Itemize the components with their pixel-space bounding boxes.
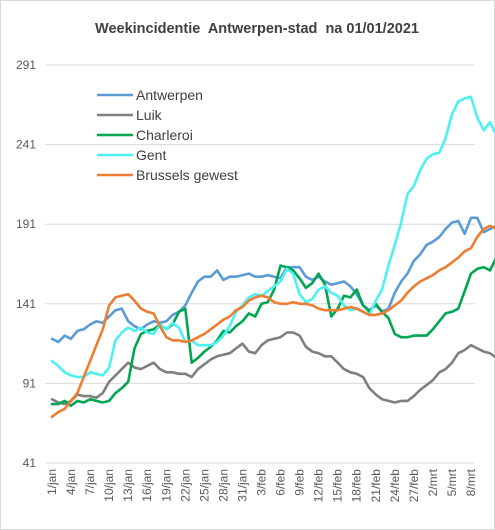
x-tick-label: 18/feb — [350, 469, 364, 503]
x-tick-label: 7/jan — [83, 469, 97, 495]
x-tick-label: 22/jan — [178, 469, 192, 502]
x-tick-label: 6/feb — [274, 469, 288, 496]
y-tick-label: 191 — [16, 217, 36, 231]
legend: Antwerpen Luik Charleroi Gent Brussels gewes… — [97, 87, 238, 183]
x-tick-label: 9/feb — [293, 469, 307, 496]
x-tick-label: 21/feb — [369, 469, 383, 503]
series-line — [50, 95, 495, 379]
x-tick-label: 31/jan — [235, 469, 249, 502]
series-line — [50, 331, 495, 406]
y-tick-label: 41 — [23, 456, 37, 470]
x-tick-label: 8/mrt — [464, 468, 478, 496]
x-tick-label: 28/jan — [216, 469, 230, 502]
x-tick-label: 10/jan — [102, 469, 116, 502]
x-tick-label: 1/jan — [45, 469, 59, 495]
y-axis: 41 91 141 191 241 291 — [16, 58, 36, 470]
x-tick-label: 5/mrt — [445, 468, 459, 496]
legend-label: Gent — [136, 147, 166, 163]
x-tick-label: 25/jan — [197, 469, 211, 502]
x-tick-label: 24/feb — [388, 469, 402, 503]
x-tick-label: 27/feb — [407, 469, 421, 503]
x-tick-label: 4/jan — [64, 469, 78, 495]
x-axis: 1/jan 4/jan 7/jan 10/jan 13/jan 16/jan 19/jan 2… — [45, 468, 478, 502]
x-tick-label: 15/feb — [331, 469, 345, 503]
legend-label: Antwerpen — [136, 87, 203, 103]
legend-label: Charleroi — [136, 127, 193, 143]
x-tick-label: 2/mrt — [426, 468, 440, 496]
y-tick-label: 141 — [16, 297, 36, 311]
y-tick-label: 91 — [23, 376, 37, 390]
series-line — [50, 257, 495, 408]
legend-label: Luik — [136, 107, 163, 123]
x-tick-label: 12/feb — [312, 469, 326, 503]
x-tick-label: 16/jan — [140, 469, 154, 502]
series-line — [50, 224, 495, 419]
series-line — [50, 216, 495, 344]
y-tick-label: 291 — [16, 58, 36, 72]
gridlines — [45, 64, 475, 464]
x-tick-label: 13/jan — [121, 469, 135, 502]
legend-label: Brussels gewest — [136, 167, 238, 183]
chart-title: Weekincidentie Antwerpen-stad na 01/01/2… — [95, 21, 419, 37]
x-tick-label: 19/jan — [159, 469, 173, 502]
series-lines — [50, 95, 495, 419]
y-tick-label: 241 — [16, 138, 36, 152]
x-tick-label: 3/feb — [255, 469, 269, 496]
